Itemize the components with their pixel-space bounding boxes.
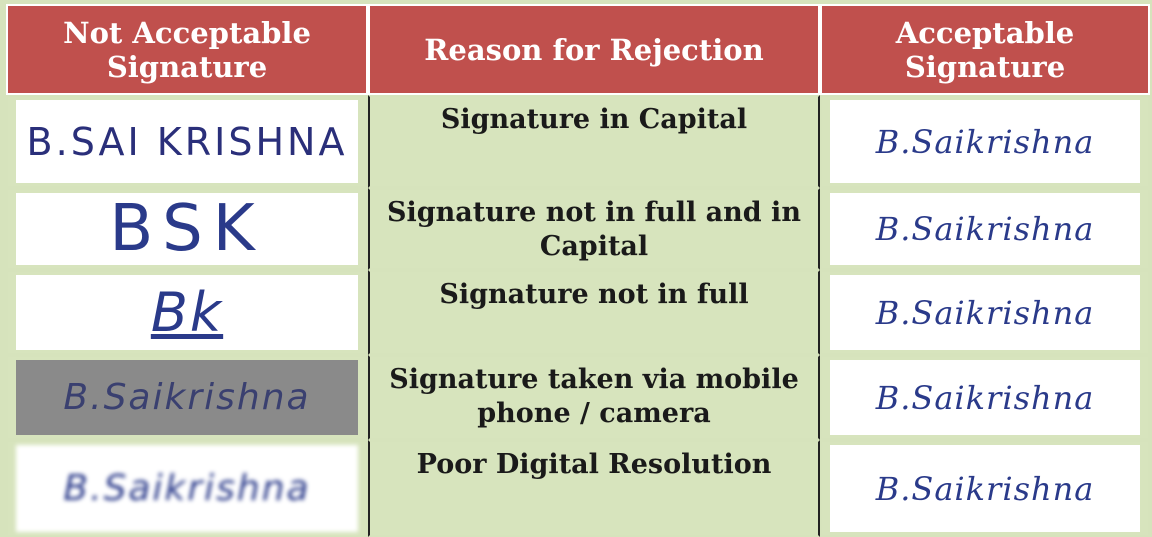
good-signature-cell: B.Saikrishna	[820, 270, 1150, 355]
reason: Signature in Capital	[368, 95, 820, 188]
bad-signature-cell: Bk	[6, 270, 368, 355]
bad-signature: BSK	[16, 193, 358, 265]
bad-signature: B.Saikrishna	[16, 445, 358, 532]
bad-signature: B.SAI KRISHNA	[16, 100, 358, 183]
bad-signature-cell: B.Saikrishna	[6, 355, 368, 440]
reason: Poor Digital Resolution	[368, 440, 820, 537]
good-signature: B.Saikrishna	[830, 275, 1140, 350]
good-signature: B.Saikrishna	[830, 100, 1140, 183]
header-cell: Acceptable Signature	[820, 4, 1150, 95]
signature-table: Not Acceptable Signature Reason for Reje…	[6, 4, 1150, 537]
good-signature: B.Saikrishna	[830, 193, 1140, 265]
reason: Signature taken via mobile phone / camer…	[368, 355, 820, 440]
good-signature-cell: B.Saikrishna	[820, 440, 1150, 537]
good-signature-cell: B.Saikrishna	[820, 355, 1150, 440]
bad-signature: Bk	[16, 275, 358, 350]
good-signature-cell: B.Saikrishna	[820, 188, 1150, 270]
good-signature-cell: B.Saikrishna	[820, 95, 1150, 188]
page: {"table": {"header": ["Not Acceptable Si…	[0, 0, 1152, 537]
reason: Signature not in full and in Capital	[368, 188, 820, 270]
reason: Signature not in full	[368, 270, 820, 355]
bad-signature-cell: BSK	[6, 188, 368, 270]
bad-signature-cell: B.SAI KRISHNA	[6, 95, 368, 188]
bad-signature: B.Saikrishna	[16, 360, 358, 435]
header-cell: Reason for Rejection	[368, 4, 820, 95]
good-signature: B.Saikrishna	[830, 360, 1140, 435]
bad-signature-cell: B.Saikrishna	[6, 440, 368, 537]
good-signature: B.Saikrishna	[830, 445, 1140, 532]
header-cell: Not Acceptable Signature	[6, 4, 368, 95]
